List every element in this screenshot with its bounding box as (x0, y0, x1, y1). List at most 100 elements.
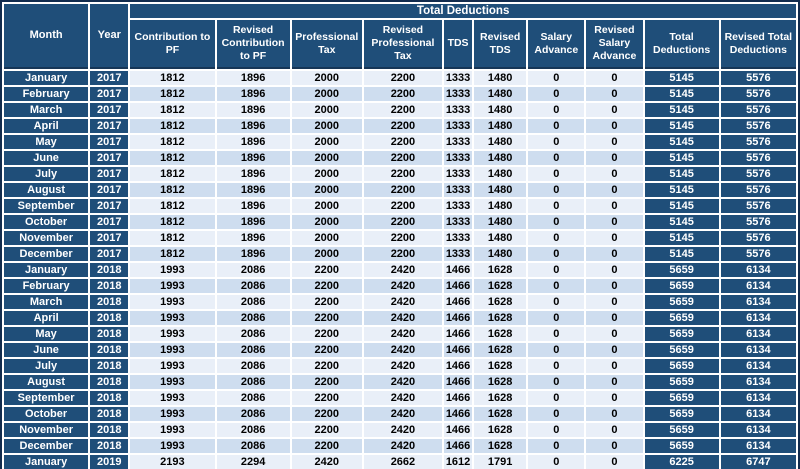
cell-revised-salary-advance[interactable]: 0 (586, 231, 643, 245)
cell-salary-advance[interactable]: 0 (528, 167, 585, 181)
cell-month[interactable]: November (4, 231, 89, 245)
cell-professional-tax[interactable]: 2200 (291, 311, 362, 325)
cell-revised-tds[interactable]: 1480 (474, 103, 527, 117)
cell-professional-tax[interactable]: 2200 (291, 439, 362, 453)
cell-salary-advance[interactable]: 0 (528, 215, 585, 229)
cell-tds[interactable]: 1466 (444, 407, 473, 421)
cell-revised-tds[interactable]: 1480 (474, 71, 527, 85)
cell-year[interactable]: 2018 (90, 423, 129, 437)
cell-revised-professional-tax[interactable]: 2200 (363, 151, 443, 165)
cell-total-deductions[interactable]: 5659 (644, 359, 719, 373)
cell-total-deductions[interactable]: 5145 (644, 151, 719, 165)
cell-revised-professional-tax[interactable]: 2420 (363, 407, 443, 421)
cell-revised-salary-advance[interactable]: 0 (586, 279, 643, 293)
cell-revised-total-deductions[interactable]: 6134 (720, 343, 796, 357)
cell-revised-professional-tax[interactable]: 2200 (363, 167, 443, 181)
cell-total-deductions[interactable]: 6225 (644, 455, 719, 469)
cell-revised-tds[interactable]: 1791 (474, 455, 527, 469)
cell-contribution-to-pf[interactable]: 1812 (130, 151, 215, 165)
cell-revised-professional-tax[interactable]: 2420 (363, 439, 443, 453)
cell-revised-tds[interactable]: 1628 (474, 375, 527, 389)
cell-revised-salary-advance[interactable]: 0 (586, 455, 643, 469)
cell-tds[interactable]: 1333 (444, 247, 473, 261)
cell-month[interactable]: December (4, 247, 89, 261)
cell-revised-tds[interactable]: 1480 (474, 87, 527, 101)
cell-revised-total-deductions[interactable]: 5576 (720, 247, 796, 261)
cell-total-deductions[interactable]: 5145 (644, 231, 719, 245)
cell-revised-total-deductions[interactable]: 6134 (720, 295, 796, 309)
cell-salary-advance[interactable]: 0 (528, 279, 585, 293)
cell-month[interactable]: October (4, 215, 89, 229)
cell-revised-tds[interactable]: 1628 (474, 279, 527, 293)
cell-revised-professional-tax[interactable]: 2420 (363, 343, 443, 357)
cell-year[interactable]: 2018 (90, 279, 129, 293)
cell-year[interactable]: 2018 (90, 343, 129, 357)
cell-professional-tax[interactable]: 2200 (291, 407, 362, 421)
cell-revised-contribution-to-pf[interactable]: 1896 (216, 247, 290, 261)
cell-revised-professional-tax[interactable]: 2420 (363, 391, 443, 405)
cell-month[interactable]: July (4, 359, 89, 373)
cell-revised-total-deductions[interactable]: 5576 (720, 87, 796, 101)
cell-contribution-to-pf[interactable]: 1993 (130, 295, 215, 309)
cell-revised-professional-tax[interactable]: 2420 (363, 423, 443, 437)
cell-year[interactable]: 2018 (90, 407, 129, 421)
cell-revised-professional-tax[interactable]: 2420 (363, 311, 443, 325)
cell-revised-total-deductions[interactable]: 5576 (720, 199, 796, 213)
cell-revised-professional-tax[interactable]: 2420 (363, 295, 443, 309)
cell-revised-professional-tax[interactable]: 2420 (363, 279, 443, 293)
cell-professional-tax[interactable]: 2000 (291, 103, 362, 117)
cell-professional-tax[interactable]: 2000 (291, 167, 362, 181)
cell-salary-advance[interactable]: 0 (528, 343, 585, 357)
cell-year[interactable]: 2017 (90, 87, 129, 101)
cell-tds[interactable]: 1333 (444, 199, 473, 213)
cell-tds[interactable]: 1466 (444, 343, 473, 357)
cell-revised-total-deductions[interactable]: 6747 (720, 455, 796, 469)
cell-contribution-to-pf[interactable]: 1812 (130, 71, 215, 85)
cell-year[interactable]: 2017 (90, 71, 129, 85)
cell-salary-advance[interactable]: 0 (528, 151, 585, 165)
cell-tds[interactable]: 1333 (444, 135, 473, 149)
cell-revised-tds[interactable]: 1480 (474, 135, 527, 149)
cell-salary-advance[interactable]: 0 (528, 87, 585, 101)
cell-professional-tax[interactable]: 2200 (291, 359, 362, 373)
cell-professional-tax[interactable]: 2200 (291, 343, 362, 357)
cell-tds[interactable]: 1466 (444, 359, 473, 373)
cell-tds[interactable]: 1333 (444, 87, 473, 101)
cell-contribution-to-pf[interactable]: 1812 (130, 135, 215, 149)
cell-contribution-to-pf[interactable]: 1993 (130, 279, 215, 293)
cell-revised-tds[interactable]: 1628 (474, 295, 527, 309)
cell-salary-advance[interactable]: 0 (528, 407, 585, 421)
cell-total-deductions[interactable]: 5145 (644, 199, 719, 213)
cell-total-deductions[interactable]: 5145 (644, 247, 719, 261)
cell-revised-professional-tax[interactable]: 2200 (363, 231, 443, 245)
cell-contribution-to-pf[interactable]: 1812 (130, 215, 215, 229)
cell-revised-total-deductions[interactable]: 6134 (720, 311, 796, 325)
cell-revised-total-deductions[interactable]: 6134 (720, 407, 796, 421)
cell-month[interactable]: January (4, 455, 89, 469)
cell-revised-salary-advance[interactable]: 0 (586, 343, 643, 357)
cell-month[interactable]: November (4, 423, 89, 437)
cell-tds[interactable]: 1466 (444, 295, 473, 309)
cell-professional-tax[interactable]: 2000 (291, 215, 362, 229)
cell-year[interactable]: 2018 (90, 375, 129, 389)
cell-revised-total-deductions[interactable]: 5576 (720, 231, 796, 245)
cell-revised-total-deductions[interactable]: 5576 (720, 71, 796, 85)
cell-total-deductions[interactable]: 5145 (644, 215, 719, 229)
cell-salary-advance[interactable]: 0 (528, 359, 585, 373)
cell-salary-advance[interactable]: 0 (528, 231, 585, 245)
cell-month[interactable]: January (4, 71, 89, 85)
cell-total-deductions[interactable]: 5659 (644, 391, 719, 405)
cell-contribution-to-pf[interactable]: 1993 (130, 263, 215, 277)
cell-tds[interactable]: 1466 (444, 311, 473, 325)
cell-total-deductions[interactable]: 5145 (644, 135, 719, 149)
cell-tds[interactable]: 1466 (444, 439, 473, 453)
cell-revised-professional-tax[interactable]: 2200 (363, 71, 443, 85)
cell-year[interactable]: 2017 (90, 135, 129, 149)
cell-revised-salary-advance[interactable]: 0 (586, 375, 643, 389)
cell-total-deductions[interactable]: 5659 (644, 423, 719, 437)
cell-revised-salary-advance[interactable]: 0 (586, 327, 643, 341)
cell-revised-total-deductions[interactable]: 5576 (720, 167, 796, 181)
cell-year[interactable]: 2018 (90, 311, 129, 325)
cell-year[interactable]: 2019 (90, 455, 129, 469)
cell-revised-salary-advance[interactable]: 0 (586, 263, 643, 277)
